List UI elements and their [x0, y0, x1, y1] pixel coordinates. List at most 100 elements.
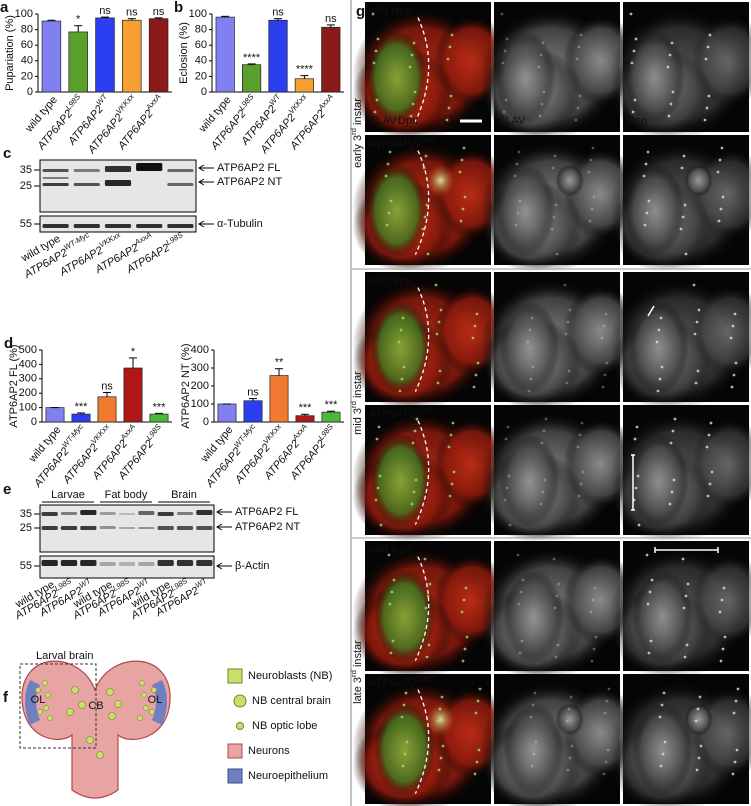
y-axis-label: ATP6AP2 FL (%) [8, 344, 20, 427]
y-tick-label: 100 [19, 402, 37, 414]
nucleus [436, 381, 440, 385]
nucleus [426, 252, 430, 256]
nucleus [710, 470, 714, 474]
nucleus [377, 425, 381, 429]
nucleus [669, 102, 673, 106]
band [42, 177, 69, 179]
nucleus [708, 33, 712, 37]
band-arrow [216, 523, 232, 531]
nucleus [637, 523, 641, 527]
nucleus [471, 336, 475, 340]
nucleus [703, 118, 707, 122]
nucleus [438, 369, 442, 373]
nucleus [464, 586, 468, 590]
nucleus [553, 154, 557, 158]
optic-lobe [632, 569, 693, 664]
genotype-label: wild type [368, 544, 412, 556]
nucleus [389, 199, 393, 203]
nucleus [439, 756, 443, 760]
nucleus [649, 639, 653, 643]
nucleus [439, 308, 443, 312]
nucleus [503, 49, 507, 53]
nucleus [514, 223, 518, 227]
legend-swatch [236, 722, 244, 730]
nucleus [513, 174, 517, 178]
nucleus [404, 691, 408, 695]
nucleus [459, 219, 463, 223]
bar [95, 17, 115, 93]
nucleus [658, 377, 662, 381]
nucleus [568, 308, 572, 312]
legend-label: Neuroblasts (NB) [248, 670, 332, 682]
bar [122, 19, 142, 93]
nucleus [376, 37, 380, 41]
significance-label: ns [153, 6, 165, 18]
nucleus [660, 365, 664, 369]
nucleus [564, 332, 568, 336]
nucleus [666, 65, 670, 69]
bar [217, 403, 237, 423]
band [176, 560, 194, 566]
nucleus [567, 707, 571, 711]
nucleus [579, 33, 583, 37]
nucleus [399, 328, 403, 332]
nucleus [427, 643, 431, 647]
nucleus [506, 425, 510, 429]
marker-label: 35 [20, 508, 32, 520]
nucleus [680, 166, 684, 170]
nucleus [698, 695, 702, 699]
nucleus [722, 586, 726, 590]
band [73, 224, 100, 228]
nb-central-brain [96, 751, 104, 759]
nucleus [682, 606, 686, 610]
nucleus [632, 49, 636, 53]
nb-central-brain [71, 686, 79, 694]
nucleus [391, 639, 395, 643]
band [157, 526, 174, 530]
nucleus [594, 635, 598, 639]
label-sup: L98S [237, 91, 256, 111]
nucleus [423, 215, 427, 219]
nucleus [636, 474, 640, 478]
nucleus [719, 207, 723, 211]
nucleus [447, 445, 451, 449]
nucleus [569, 695, 573, 699]
nucleus [388, 602, 392, 606]
nucleus [372, 61, 376, 65]
nucleus [646, 602, 650, 606]
optic-lobe [503, 702, 564, 797]
band-arrow [198, 178, 214, 186]
nucleus [424, 154, 428, 158]
nucleus [718, 158, 722, 162]
panel-letter: d [4, 335, 13, 352]
nb-optic-lobe [42, 680, 48, 686]
nucleus [557, 582, 561, 586]
label-sup: VKKxx [286, 91, 308, 115]
y-tick-label: 500 [19, 344, 37, 356]
y-axis-label: Pupariation (%) [4, 15, 16, 91]
nucleus [460, 610, 464, 614]
nucleus [521, 578, 525, 582]
y-tick-label: 0 [201, 86, 207, 98]
lobe-boundary [414, 420, 430, 525]
nucleus [530, 316, 534, 320]
optic-lobe [503, 569, 564, 664]
label-base: ATP6AP2 [368, 138, 417, 150]
genotype-label: ATP6AP2L98S [368, 135, 435, 150]
bar [294, 78, 314, 93]
significance-label: ns [101, 380, 113, 392]
nucleus [694, 381, 698, 385]
legend-swatch [227, 743, 243, 759]
nb-optic-lobe [45, 692, 51, 698]
nucleus [695, 320, 699, 324]
nucleus [605, 699, 609, 703]
nucleus [519, 590, 523, 594]
bar [71, 413, 91, 423]
nucleus [517, 150, 521, 154]
nucleus [733, 760, 737, 764]
nucleus [476, 699, 480, 703]
nucleus [646, 150, 650, 154]
nucleus [681, 215, 685, 219]
nucleus [409, 114, 413, 118]
band [104, 224, 132, 228]
